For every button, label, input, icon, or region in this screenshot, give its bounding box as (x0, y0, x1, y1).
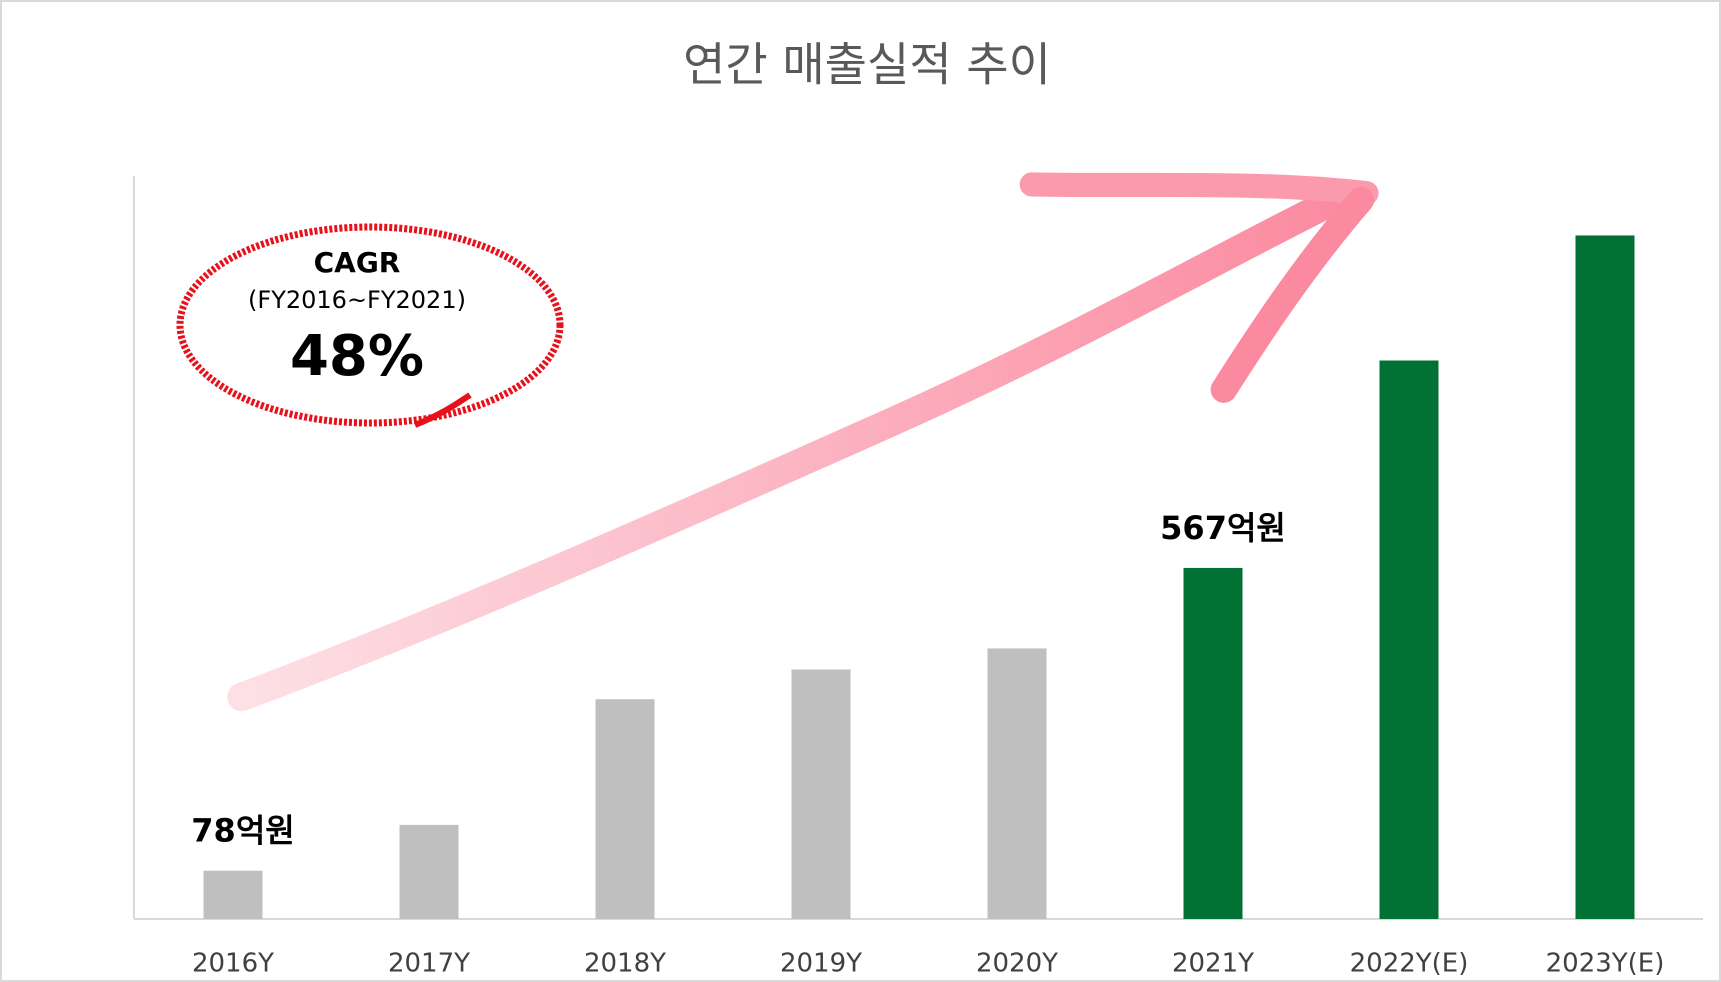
callout-tail (413, 392, 472, 428)
bar (987, 648, 1047, 919)
cagr-callout: CAGR (FY2016~FY2021) 48% (176, 223, 564, 428)
annotation: (FY2016~FY2021) (248, 286, 466, 314)
bar (595, 699, 655, 919)
bar (1379, 360, 1439, 919)
data-label: 567억원 (1160, 509, 1286, 547)
x-tick-label: 2017Y (388, 949, 470, 979)
bar (203, 870, 263, 919)
x-tick-label: 2020Y (976, 949, 1058, 979)
chart-title: 연간 매출실적 추이 (683, 38, 1051, 92)
x-tick-label: 2016Y (192, 949, 274, 979)
x-tick-label: 2023Y(E) (1546, 949, 1665, 979)
annotation: 48% (290, 324, 424, 389)
x-tick-label: 2022Y(E) (1350, 949, 1469, 979)
bars (203, 235, 1635, 919)
x-tick-label: 2018Y (584, 949, 666, 979)
x-tick-label: 2019Y (780, 949, 862, 979)
bar (399, 824, 459, 919)
data-label: 78억원 (191, 812, 294, 850)
bar (1575, 235, 1635, 919)
bar (1183, 567, 1243, 919)
annotation: CAGR (314, 246, 401, 279)
growth-arrow (227, 172, 1379, 712)
bar (791, 669, 851, 919)
x-tick-label: 2021Y (1172, 949, 1254, 979)
callout-circle (176, 223, 564, 427)
